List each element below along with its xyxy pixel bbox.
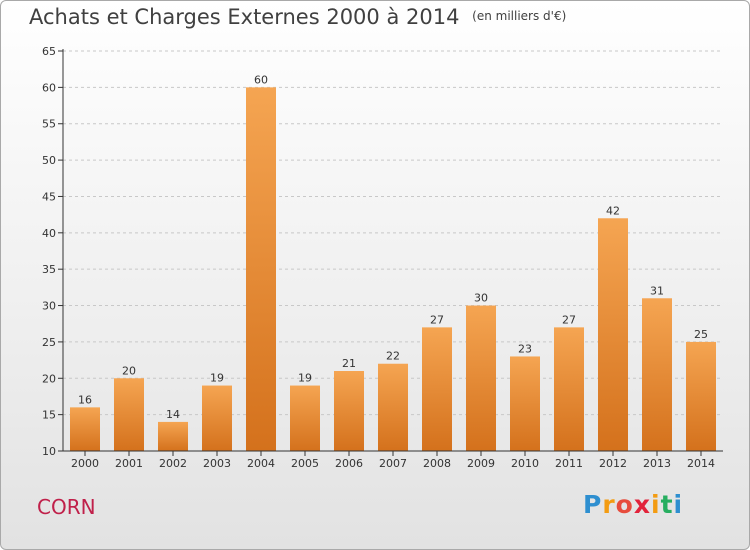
data-label: 25 [694,328,708,341]
bar [598,218,628,451]
proxiti-logo: Proxiti [583,490,683,519]
y-tick-label: 15 [42,409,56,422]
x-tick-label: 2013 [643,457,671,470]
axes [58,49,723,456]
data-label: 30 [474,292,488,305]
x-tick-label: 2001 [115,457,143,470]
y-tick-label: 50 [42,154,56,167]
data-label: 31 [650,284,664,297]
logo-letter: i [673,490,684,519]
y-tick-label: 40 [42,227,56,240]
chart-title-text: Achats et Charges Externes 2000 à 2014 [29,5,460,29]
y-tick-label: 60 [42,81,56,94]
x-tick-label: 2002 [159,457,187,470]
data-label: 19 [210,372,224,385]
data-label: 22 [386,350,400,363]
data-label: 60 [254,73,268,86]
bar [378,363,408,451]
y-tick-label: 55 [42,118,56,131]
bar [114,378,144,451]
x-tick-label: 2010 [511,457,539,470]
logo-letter: t [660,490,674,519]
logo-letter: P [583,490,603,519]
bar [334,371,364,451]
bar [510,356,540,451]
y-tick-label: 20 [42,372,56,385]
bar [686,341,716,451]
bar [246,87,276,451]
bar [554,327,584,451]
y-tick-label: 25 [42,336,56,349]
bar [158,421,188,451]
x-tick-label: 2007 [379,457,407,470]
x-tick-label: 2003 [203,457,231,470]
y-tick-label: 10 [42,445,56,458]
logo-letter: r [602,490,616,519]
x-tick-label: 2012 [599,457,627,470]
chart-subtitle: (en milliers d'€) [472,9,567,23]
data-label: 27 [430,313,444,326]
data-label: 21 [342,357,356,370]
bar [202,385,232,451]
data-label: 42 [606,204,620,217]
bar [642,298,672,451]
logo-letter: x [633,490,651,519]
x-tick-label: 2009 [467,457,495,470]
logo-letter: i [651,490,661,519]
data-label: 14 [166,408,180,421]
labels: 10 15 20 25 30 35 40 45 50 55 60 65 16 2000 20 2001 14 20… [42,45,715,470]
x-tick-label: 2005 [291,457,319,470]
x-tick-label: 2008 [423,457,451,470]
bar [466,305,496,451]
x-tick-label: 2006 [335,457,363,470]
bar [70,407,100,451]
x-tick-label: 2011 [555,457,583,470]
data-label: 20 [122,364,136,377]
bar [422,327,452,451]
chart-title: Achats et Charges Externes 2000 à 2014 (… [29,5,566,29]
data-label: 27 [562,313,576,326]
data-label: 23 [518,342,532,355]
bars [70,87,716,451]
data-label: 19 [298,372,312,385]
commune-name: CORN [37,495,96,519]
bar [290,385,320,451]
y-tick-label: 35 [42,263,56,276]
x-tick-label: 2004 [247,457,275,470]
y-tick-label: 65 [42,45,56,58]
y-tick-label: 30 [42,300,56,313]
data-label: 16 [78,393,92,406]
x-tick-label: 2014 [687,457,715,470]
x-tick-label: 2000 [71,457,99,470]
y-tick-label: 45 [42,190,56,203]
logo-letter: o [615,490,634,519]
